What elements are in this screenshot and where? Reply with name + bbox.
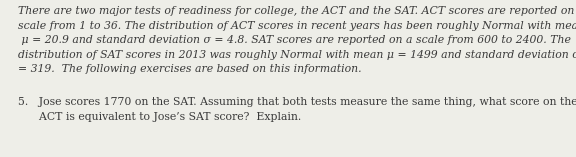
- Text: μ = 20.9 and standard deviation σ = 4.8. SAT scores are reported on a scale from: μ = 20.9 and standard deviation σ = 4.8.…: [18, 35, 571, 45]
- Text: = 319.  The following exercises are based on this information.: = 319. The following exercises are based…: [18, 65, 362, 75]
- Text: There are two major tests of readiness for college, the ACT and the SAT. ACT sco: There are two major tests of readiness f…: [18, 6, 576, 16]
- Text: scale from 1 to 36. The distribution of ACT scores in recent years has been roug: scale from 1 to 36. The distribution of …: [18, 21, 576, 31]
- Text: 5.   Jose scores 1770 on the SAT. Assuming that both tests measure the same thin: 5. Jose scores 1770 on the SAT. Assuming…: [18, 97, 576, 107]
- Text: ACT is equivalent to Jose’s SAT score?  Explain.: ACT is equivalent to Jose’s SAT score? E…: [18, 112, 301, 122]
- Text: distribution of SAT scores in 2013 was roughly Normal with mean μ = 1499 and sta: distribution of SAT scores in 2013 was r…: [18, 50, 576, 60]
